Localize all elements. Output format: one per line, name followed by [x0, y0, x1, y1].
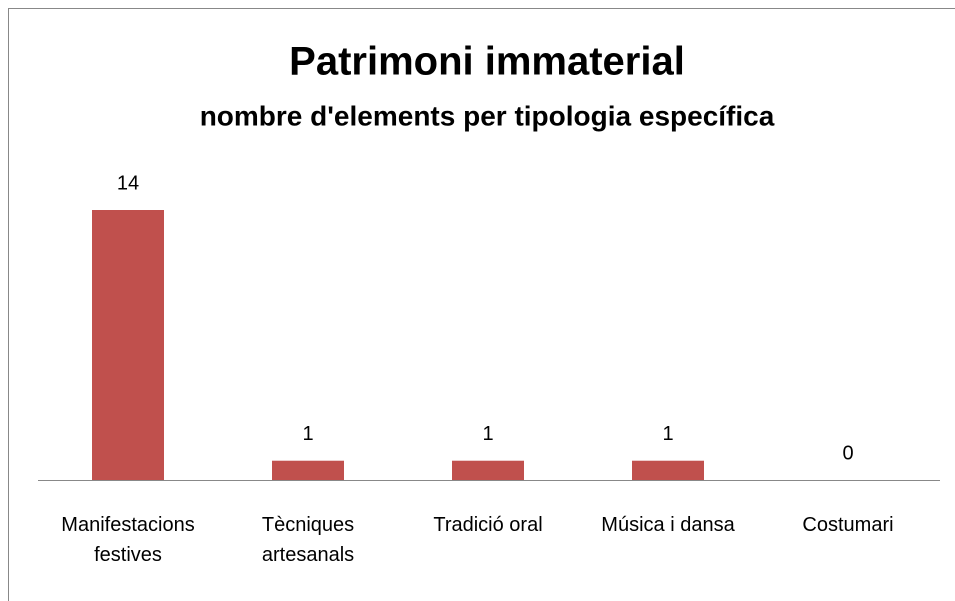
- value-label: 14: [117, 172, 139, 194]
- value-label: 1: [662, 423, 673, 445]
- bar: [92, 210, 164, 480]
- chart-subtitle: nombre d'elements per tipologia específi…: [200, 100, 775, 131]
- chart-title: Patrimoni immaterial: [289, 40, 685, 84]
- value-label: 1: [302, 423, 313, 445]
- chart-border: [8, 8, 955, 601]
- bar: [632, 460, 704, 480]
- bar: [452, 460, 524, 480]
- x-tick-label: Costumari: [802, 514, 894, 536]
- value-label: 0: [842, 442, 853, 464]
- x-tick-label: Música i dansa: [601, 514, 735, 536]
- x-tick-label: Tècniques artesanals: [261, 514, 355, 566]
- x-tick-label: Tradició oral: [433, 514, 543, 536]
- x-tick-label: Manifestacions festives: [61, 514, 195, 566]
- bar: [272, 460, 344, 480]
- value-label: 1: [482, 423, 493, 445]
